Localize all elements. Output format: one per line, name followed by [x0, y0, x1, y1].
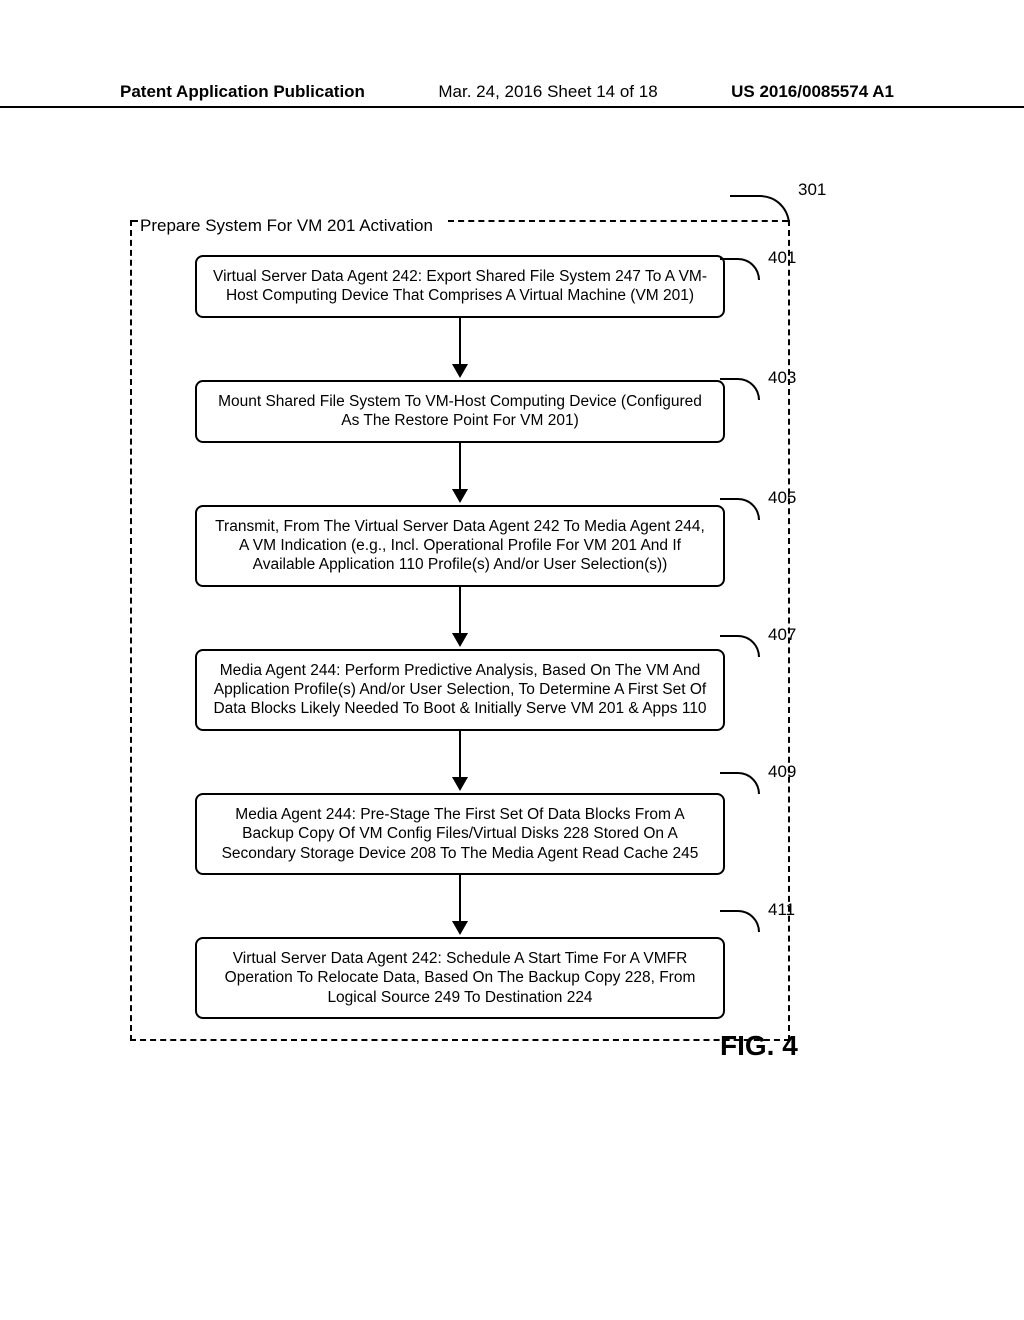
step-text-407: Media Agent 244: Perform Predictive Anal… — [213, 662, 706, 718]
ref-leader-411 — [720, 910, 760, 932]
arrow-2 — [195, 443, 725, 505]
ref-label-401: 401 — [768, 248, 796, 268]
ref-leader-403 — [720, 378, 760, 400]
ref-leader-409 — [720, 772, 760, 794]
step-box-407: Media Agent 244: Perform Predictive Anal… — [195, 649, 725, 731]
step-box-411: Virtual Server Data Agent 242: Schedule … — [195, 937, 725, 1019]
container-title: Prepare System For VM 201 Activation — [138, 216, 435, 236]
ref-label-405: 405 — [768, 488, 796, 508]
step-text-405: Transmit, From The Virtual Server Data A… — [215, 518, 705, 574]
arrow-5 — [195, 875, 725, 937]
header-right: US 2016/0085574 A1 — [731, 82, 894, 102]
ref-label-411: 411 — [768, 900, 795, 920]
step-text-409: Media Agent 244: Pre-Stage The First Set… — [222, 806, 699, 862]
header-left: Patent Application Publication — [120, 82, 365, 102]
step-box-403: Mount Shared File System To VM-Host Comp… — [195, 380, 725, 443]
header-center: Mar. 24, 2016 Sheet 14 of 18 — [438, 82, 657, 102]
ref-label-301: 301 — [798, 180, 826, 200]
page-header: Patent Application Publication Mar. 24, … — [0, 82, 1024, 108]
ref-leader-405 — [720, 498, 760, 520]
flowchart-diagram: 301 Prepare System For VM 201 Activation… — [130, 220, 850, 1041]
figure-label: FIG. 4 — [720, 1030, 798, 1062]
step-text-401: Virtual Server Data Agent 242: Export Sh… — [213, 268, 707, 304]
step-box-409: Media Agent 244: Pre-Stage The First Set… — [195, 793, 725, 875]
ref-leader-401 — [720, 258, 760, 280]
page-header-inner: Patent Application Publication Mar. 24, … — [0, 82, 1024, 102]
ref-label-403: 403 — [768, 368, 796, 388]
ref-label-407: 407 — [768, 625, 796, 645]
prepare-container: Prepare System For VM 201 Activation Vir… — [130, 220, 790, 1041]
arrow-4 — [195, 731, 725, 793]
arrow-3 — [195, 587, 725, 649]
step-box-405: Transmit, From The Virtual Server Data A… — [195, 505, 725, 587]
ref-leader-407 — [720, 635, 760, 657]
step-box-401: Virtual Server Data Agent 242: Export Sh… — [195, 255, 725, 318]
ref-label-409: 409 — [768, 762, 796, 782]
step-text-403: Mount Shared File System To VM-Host Comp… — [218, 393, 702, 429]
step-text-411: Virtual Server Data Agent 242: Schedule … — [225, 950, 696, 1006]
arrow-1 — [195, 318, 725, 380]
